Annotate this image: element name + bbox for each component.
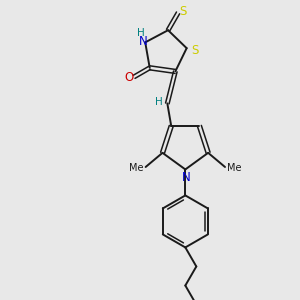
Text: S: S (179, 5, 187, 18)
Text: O: O (124, 71, 134, 84)
Text: N: N (182, 171, 191, 184)
Text: N: N (139, 35, 148, 48)
Text: H: H (137, 28, 145, 38)
Text: Me: Me (129, 163, 144, 173)
Text: H: H (155, 98, 163, 107)
Text: S: S (191, 44, 198, 57)
Text: Me: Me (227, 163, 241, 173)
